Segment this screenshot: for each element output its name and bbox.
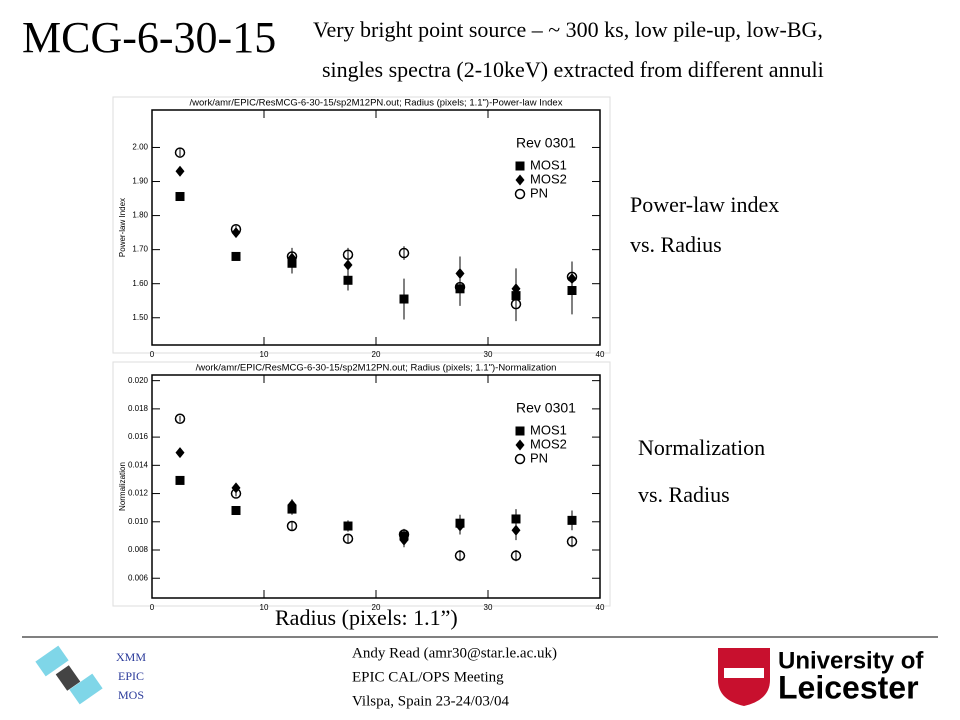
- point: [175, 192, 185, 202]
- logo-text: Leicester: [778, 669, 919, 705]
- point: [230, 223, 242, 235]
- side-label: vs. Radius: [638, 482, 730, 507]
- x-tick-label: 10: [260, 350, 269, 359]
- legend-marker: [515, 161, 525, 171]
- y-tick-label: 1.80: [132, 211, 148, 220]
- y-tick-label: 0.020: [128, 376, 149, 385]
- chart-title: /work/amr/EPIC/ResMCG-6-30-15/sp2M12PN.o…: [190, 98, 563, 109]
- legend-marker: [515, 174, 525, 186]
- footer-center: Vilspa, Spain 23-24/03/04: [352, 693, 510, 709]
- y-tick-label: 0.010: [128, 517, 149, 526]
- x-tick-label: 0: [150, 603, 155, 612]
- footer-left: MOS: [118, 688, 144, 702]
- point: [566, 536, 578, 547]
- point: [175, 165, 185, 177]
- point: [454, 281, 466, 293]
- x-tick-label: 20: [372, 603, 381, 612]
- legend-marker: [514, 453, 526, 465]
- side-label: vs. Radius: [630, 232, 722, 257]
- legend-marker: [515, 426, 525, 436]
- legend-label: MOS1: [530, 422, 567, 437]
- point: [286, 251, 298, 262]
- y-tick-label: 0.016: [128, 432, 149, 441]
- legend-title: Rev 0301: [516, 135, 576, 151]
- point: [175, 447, 185, 459]
- y-tick-label: 1.90: [132, 177, 148, 186]
- point: [399, 534, 409, 546]
- point: [230, 488, 242, 499]
- footer-left: XMM: [116, 650, 146, 664]
- subtitle: Very bright point source – ~ 300 ks, low…: [313, 17, 823, 42]
- y-tick-label: 0.014: [128, 460, 149, 469]
- slide-title: MCG-6-30-15: [22, 13, 276, 62]
- x-tick-label: 10: [260, 603, 269, 612]
- point: [231, 482, 241, 494]
- footer-center: Andy Read (amr30@star.le.ac.uk): [352, 645, 557, 661]
- point: [342, 533, 354, 544]
- point: [231, 505, 241, 515]
- point: [174, 147, 186, 158]
- plot-frame: [112, 361, 611, 607]
- legend-label: PN: [530, 450, 548, 465]
- y-tick-label: 0.018: [128, 404, 149, 413]
- legend-marker: [515, 439, 525, 451]
- x-caption: Radius (pixels: 1.1”): [275, 605, 458, 630]
- legend-label: MOS2: [530, 171, 567, 186]
- chart-title: /work/amr/EPIC/ResMCG-6-30-15/sp2M12PN.o…: [196, 363, 557, 374]
- point: [175, 475, 185, 485]
- legend-label: PN: [530, 185, 548, 200]
- y-tick-label: 0.008: [128, 545, 149, 554]
- subtitle: singles spectra (2-10keV) extracted from…: [322, 57, 824, 82]
- point: [511, 514, 521, 524]
- point: [398, 529, 410, 540]
- x-tick-label: 40: [596, 603, 605, 612]
- point: [511, 524, 521, 536]
- y-tick-label: 2.00: [132, 143, 148, 152]
- y-tick-label: 1.50: [132, 313, 148, 322]
- point: [287, 499, 297, 511]
- point: [231, 251, 241, 261]
- x-tick-label: 30: [484, 350, 493, 359]
- legend-marker: [514, 188, 526, 200]
- y-tick-label: 0.012: [128, 489, 149, 498]
- point: [343, 275, 353, 285]
- point: [342, 249, 354, 260]
- legend-title: Rev 0301: [516, 400, 576, 416]
- legend-label: MOS2: [530, 436, 567, 451]
- y-tick-label: 0.006: [128, 573, 149, 582]
- point: [567, 515, 577, 525]
- logo-shield: [718, 648, 770, 706]
- satellite-icon: [35, 645, 103, 705]
- plot-frame: [112, 96, 611, 354]
- point: [398, 247, 410, 259]
- side-label: Power-law index: [630, 192, 779, 217]
- point: [174, 413, 186, 425]
- point: [566, 271, 578, 283]
- side-label: Normalization: [638, 435, 765, 460]
- legend-label: MOS1: [530, 157, 567, 172]
- point: [286, 520, 298, 532]
- point: [455, 520, 465, 532]
- footer-left: EPIC: [118, 669, 144, 683]
- point: [343, 259, 353, 271]
- point: [510, 298, 522, 310]
- logo-text: University of: [778, 647, 924, 674]
- footer-center: EPIC CAL/OPS Meeting: [352, 669, 504, 685]
- x-tick-label: 40: [596, 350, 605, 359]
- x-tick-label: 0: [150, 350, 155, 359]
- y-axis-label: Power-law Index: [118, 198, 127, 257]
- point: [510, 550, 522, 561]
- point: [454, 550, 466, 561]
- y-tick-label: 1.60: [132, 279, 148, 288]
- point: [343, 521, 353, 531]
- x-tick-label: 20: [372, 350, 381, 359]
- point: [399, 294, 409, 304]
- y-axis-label: Normalization: [118, 462, 127, 511]
- y-tick-label: 1.70: [132, 245, 148, 254]
- x-tick-label: 30: [484, 603, 493, 612]
